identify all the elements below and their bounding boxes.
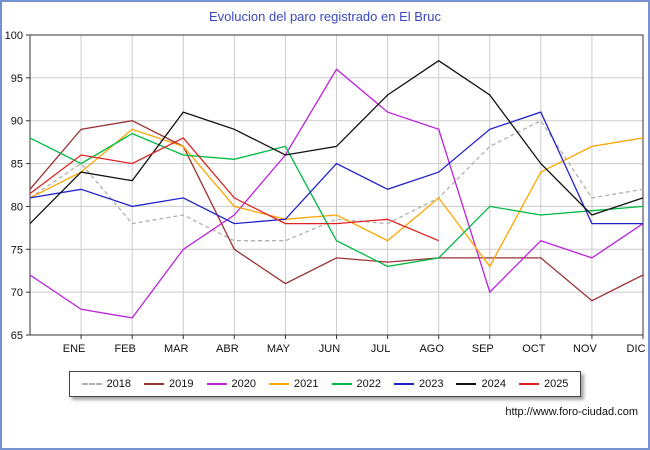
legend-label: 2021 [294,378,319,390]
series-line-2020 [29,68,644,319]
legend-swatch-2024 [456,383,477,385]
y-axis-tick-label: 65 [11,330,23,342]
chart-title: Evolucion del paro registrado en El Bruc [209,9,441,24]
x-axis-month-label: SEP [472,343,494,355]
x-axis-month-label: OCT [522,343,546,355]
x-axis-month-label: MAY [267,343,291,355]
legend-label: 2022 [356,378,381,390]
footer-link[interactable]: http://www.foro-ciudad.com [505,406,638,418]
legend-label: 2025 [543,378,569,390]
series-line-2025 [29,137,439,242]
y-axis-tick-label: 85 [11,159,23,171]
legend-entry-2018: 2018 [81,378,132,390]
plot-area: 65 70 75 80 85 90 95 100 ENE FEB MAR ABR MAY JUN JUL AG… [2,29,648,369]
legend-entry-2022: 2022 [331,378,381,390]
legend-entry-2020: 2020 [206,378,257,390]
legend-entry-2023: 2023 [393,378,444,390]
y-axis-tick-label: 70 [11,287,23,299]
series-line-2021 [29,128,644,268]
y-axis-tick-label: 95 [11,73,23,85]
legend-label: 2019 [169,378,194,390]
legend-label: 2020 [231,378,257,390]
legend-swatch-2022 [331,383,352,385]
unemployment-line-chart: 65 70 75 80 85 90 95 100 ENE FEB MAR ABR MAY JUN JUL AG… [5,30,646,355]
x-axis-month-label: AGO [419,343,444,355]
legend-swatch-2020 [206,383,227,385]
legend-label: 2023 [418,378,444,390]
legend-swatch-2025 [518,383,539,385]
legend: 2018 2019 2020 2021 2022 2023 2024 2025 [68,371,582,397]
x-axis-month-label: JUN [319,343,340,355]
legend-label: 2024 [481,378,506,390]
series-line-2023 [29,111,643,225]
legend-swatch-2023 [393,383,414,385]
legend-label: 2018 [106,378,132,390]
x-axis-month-label: ENE [63,343,86,355]
x-axis-month-label: FEB [114,343,135,355]
legend-swatch-2021 [269,383,290,385]
y-axis-tick-label: 75 [11,244,23,256]
x-axis-month-label: NOV [573,343,598,355]
x-axis-month-label: ABR [216,343,239,355]
series-line-2019 [29,120,644,302]
legend-entry-2021: 2021 [269,378,319,390]
series-line-2024 [29,59,644,225]
legend-entry-2025: 2025 [518,378,569,390]
y-axis-tick-label: 80 [11,201,23,213]
legend-swatch-2019 [144,383,165,385]
x-axis-month-label: MAR [164,343,189,355]
x-axis-month-label: JUL [371,343,391,355]
series-line-2018 [29,119,644,242]
series-line-2022 [29,132,644,268]
y-axis-tick-label: 100 [5,30,23,42]
y-axis-tick-label: 90 [11,116,23,128]
x-axis-month-label: DIC [627,343,646,355]
legend-swatch-2018 [81,383,102,385]
legend-entry-2024: 2024 [456,378,506,390]
legend-entry-2019: 2019 [144,378,194,390]
footer: http://www.foro-ciudad.com [2,397,648,418]
